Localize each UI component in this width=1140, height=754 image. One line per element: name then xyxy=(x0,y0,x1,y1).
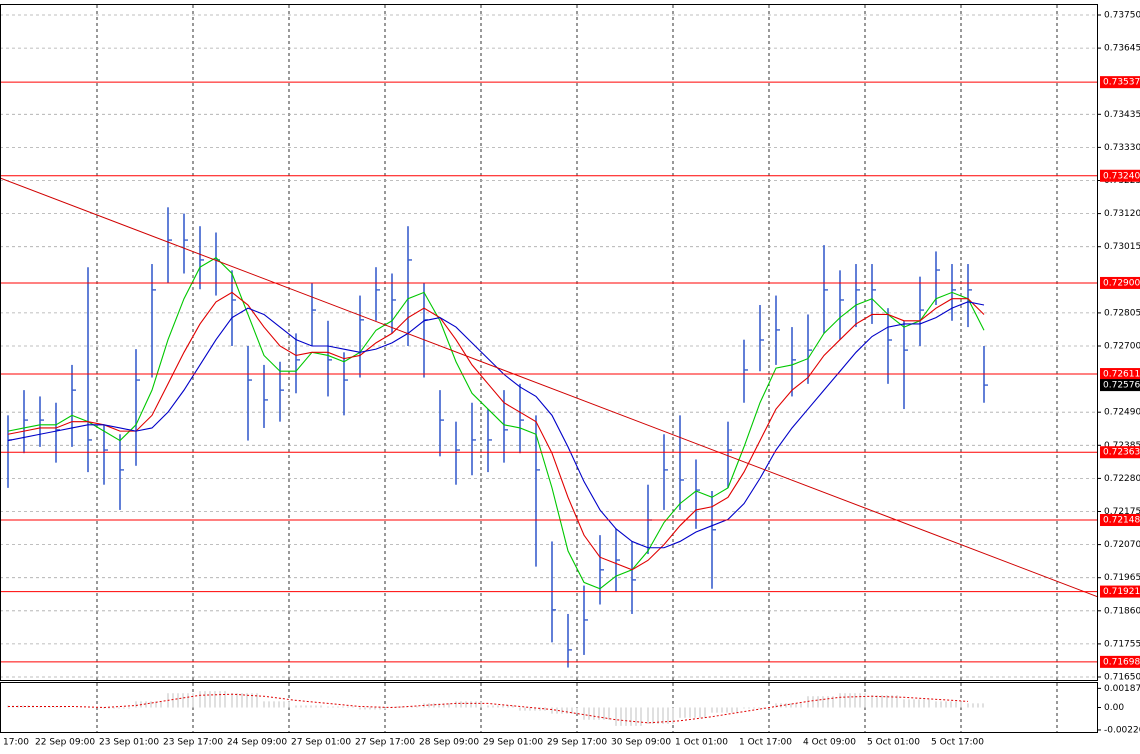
level-label-box xyxy=(1100,276,1140,289)
y-tick-label: 0.72385 xyxy=(1104,441,1140,451)
level-label-box xyxy=(1100,368,1140,381)
level-label-box xyxy=(1100,169,1140,182)
oscillator-y-tick-label: -0.00220 xyxy=(1104,725,1140,735)
level-label-box xyxy=(1100,514,1140,527)
oscillator-signal xyxy=(8,693,969,724)
level-label: 0.71921 xyxy=(1103,587,1140,597)
y-tick-label: 0.72070 xyxy=(1104,540,1140,550)
y-tick-label: 0.73750 xyxy=(1104,11,1140,21)
moving-average xyxy=(7,291,985,571)
level-label: 0.71698 xyxy=(1103,657,1140,667)
x-tick-label: 29 Sep 17:00 xyxy=(547,738,607,748)
x-tick-label: 30 Sep 09:00 xyxy=(611,738,671,748)
level-label: 0.72148 xyxy=(1103,516,1140,526)
trend-line xyxy=(0,177,1099,598)
x-tick-label: 23 Sep 17:00 xyxy=(163,738,223,748)
y-tick-label: 0.72175 xyxy=(1104,507,1140,517)
x-tick-label: 22 Sep 09:00 xyxy=(35,738,95,748)
level-label-box xyxy=(1100,446,1140,459)
x-tick-label: 1 Oct 17:00 xyxy=(739,738,792,748)
grid xyxy=(0,5,1098,732)
x-tick-label: 24 Sep 09:00 xyxy=(227,738,287,748)
moving-average xyxy=(7,257,985,590)
plot xyxy=(0,81,1099,726)
y-tick-label: 0.72805 xyxy=(1104,308,1140,318)
moving-average xyxy=(7,301,985,549)
oscillator-y-tick-label: 0.00 xyxy=(1104,703,1124,713)
y-tick-label: 0.72490 xyxy=(1104,408,1140,418)
level-label: 0.73240 xyxy=(1103,171,1140,181)
x-tick-label: 29 Sep 01:00 xyxy=(483,738,543,748)
x-tick-label: 1 Oct 01:00 xyxy=(675,738,728,748)
y-tick-label: 0.71860 xyxy=(1104,606,1140,616)
level-label: 0.72611 xyxy=(1103,370,1140,380)
y-tick-label: 0.73015 xyxy=(1104,242,1140,252)
level-label-box xyxy=(1100,76,1140,89)
x-tick-label: 17:00 xyxy=(3,738,29,748)
level-label: 0.73537 xyxy=(1103,78,1140,88)
level-label-box xyxy=(1100,585,1140,598)
y-tick-label: 0.71650 xyxy=(1104,673,1140,683)
x-tick-label: 28 Sep 09:00 xyxy=(419,738,479,748)
y-tick-label: 0.71755 xyxy=(1104,639,1140,649)
x-tick-label: 5 Oct 17:00 xyxy=(931,738,984,748)
plot-frame xyxy=(0,4,1098,681)
level-label-box xyxy=(1100,655,1140,668)
level-label: 0.72363 xyxy=(1103,448,1140,458)
x-tick-label: 5 Oct 01:00 xyxy=(867,738,920,748)
x-tick-label: 23 Sep 01:00 xyxy=(99,738,159,748)
x-tick-label: 27 Sep 01:00 xyxy=(291,738,351,748)
level-label: 0.72900 xyxy=(1103,278,1140,288)
y-tick-label: 0.73330 xyxy=(1104,143,1140,153)
oscillator-y-tick-label: 0.001873 xyxy=(1104,684,1140,694)
current-price-box xyxy=(1100,379,1140,392)
oscillator-frame xyxy=(0,682,1098,733)
x-tick-label: 27 Sep 17:00 xyxy=(355,738,415,748)
y-tick-label: 0.71965 xyxy=(1104,573,1140,583)
y-tick-label: 0.72700 xyxy=(1104,342,1140,352)
current-price-label: 0.72576 xyxy=(1103,381,1140,391)
x-tick-label: 4 Oct 09:00 xyxy=(803,738,856,748)
y-tick-label: 0.73435 xyxy=(1104,110,1140,120)
y-tick-label: 0.73645 xyxy=(1104,44,1140,54)
axis: 0.737500.736450.734350.733300.732250.731… xyxy=(3,11,1140,748)
y-tick-label: 0.73120 xyxy=(1104,209,1140,219)
y-tick-label: 0.72280 xyxy=(1104,474,1140,484)
